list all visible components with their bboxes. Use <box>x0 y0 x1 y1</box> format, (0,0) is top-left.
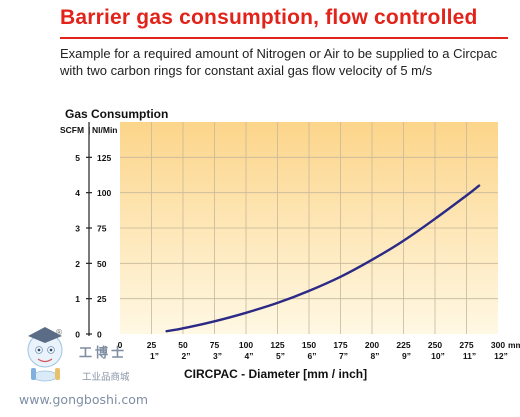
watermark: ® 工博士 工业品商城 www.gongboshi.com <box>19 327 148 407</box>
mascot-icon <box>27 327 63 382</box>
y-tick-label-inner: 100 <box>97 188 111 198</box>
x-tick-label-mm: 150 <box>302 340 316 350</box>
y-tick-label-outer: 1 <box>75 294 80 304</box>
x-tick-label-inch: 9” <box>402 351 411 361</box>
grid <box>120 122 498 334</box>
watermark-url: www.gongboshi.com <box>19 392 148 407</box>
y-tick-label-outer: 4 <box>75 188 80 198</box>
x-tick-label-inch: 7” <box>339 351 348 361</box>
x-tick-label-inch: 11” <box>463 351 476 361</box>
x-tick-label-mm: 225 <box>396 340 410 350</box>
x-tick-label-inch: 6” <box>308 351 317 361</box>
x-tick-label-inch: 5” <box>276 351 285 361</box>
x-tick-label-mm: 300 <box>491 340 505 350</box>
x-tick-label-mm: 175 <box>333 340 347 350</box>
y-tick-label-outer: 0 <box>75 330 80 340</box>
y-unit-outer-label: SCFM <box>60 125 84 135</box>
x-tick-label-mm: 125 <box>270 340 284 350</box>
x-tick-label-mm: 200 <box>365 340 379 350</box>
x-tick-label-mm: 25 <box>147 340 157 350</box>
x-tick-label-mm: 250 <box>428 340 442 350</box>
y-tick-label-inner: 75 <box>97 224 107 234</box>
x-tick-label-inch: 10” <box>431 351 445 361</box>
y-tick-label-inner: 50 <box>97 259 107 269</box>
x-tick-label-inch: 8” <box>371 351 380 361</box>
watermark-brand: 工博士 <box>79 345 127 361</box>
y-unit-inner-label: Nl/Min <box>92 125 118 135</box>
x-axis: 0 25 50 75 100 125 150 175 200 225 250 275 300 mm 1” 2”… <box>118 340 520 361</box>
y-tick-label-outer: 2 <box>75 259 80 269</box>
chart-title: Gas Consumption <box>65 107 168 121</box>
title-rule <box>60 37 508 39</box>
y-tick-label-inner: 125 <box>97 153 111 163</box>
y-tick-label-outer: 3 <box>75 224 80 234</box>
x-tick-label-inch: 4” <box>245 351 254 361</box>
x-unit-mm: mm <box>508 340 520 350</box>
x-axis-title: CIRCPAC - Diameter [mm / inch] <box>184 367 367 381</box>
description: Example for a required amount of Nitroge… <box>60 46 498 78</box>
page-title: Barrier gas consumption, flow controlled <box>60 6 478 29</box>
y-tick-label-inner: 25 <box>97 294 107 304</box>
x-tick-label-inch: 1” <box>150 351 159 361</box>
y-tick-label-inner: 0 <box>97 330 102 340</box>
registered-mark: ® <box>55 328 63 337</box>
y-axis: 0 0 25 1 50 2 75 3 100 4 125 5 <box>75 153 111 340</box>
x-tick-label-inch: 2” <box>182 351 191 361</box>
x-tick-label-inch: 3” <box>213 351 222 361</box>
y-tick-label-outer: 5 <box>75 153 80 163</box>
x-tick-label-mm: 100 <box>239 340 253 350</box>
x-tick-label-mm: 75 <box>210 340 220 350</box>
x-tick-label-mm: 50 <box>178 340 188 350</box>
x-tick-label-inch: 12” <box>494 351 508 361</box>
series-line <box>165 184 481 333</box>
x-tick-label-mm: 275 <box>459 340 473 350</box>
x-tick-label-mm: 0 <box>118 340 123 350</box>
watermark-subtitle: 工业品商城 <box>82 371 130 383</box>
